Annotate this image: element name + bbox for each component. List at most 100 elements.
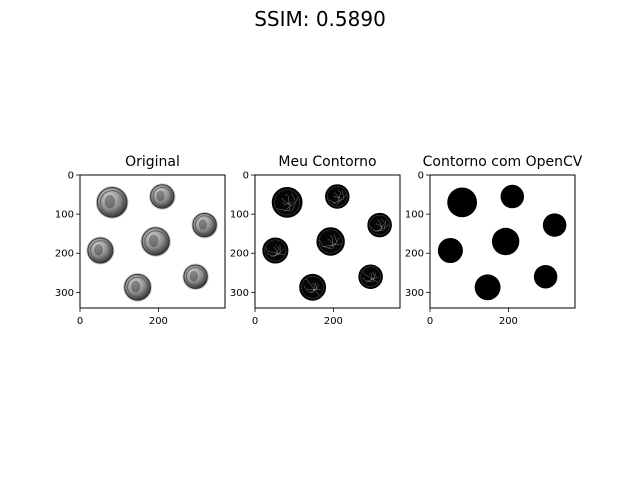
coin-mask (533, 264, 558, 289)
edge-ring (360, 266, 381, 287)
edge-stroke (306, 290, 313, 294)
coin-relief (148, 234, 159, 247)
coin-relief (94, 244, 103, 256)
edge-stroke (369, 225, 376, 232)
edge-stroke (327, 242, 337, 249)
coin-rim (195, 215, 215, 235)
y-ticks-contorno-opencv (426, 174, 430, 293)
edge-stroke (267, 252, 274, 258)
edge-stroke (313, 284, 315, 292)
edge-stroke (323, 243, 342, 247)
edge-ring (264, 239, 287, 262)
edge-stroke (332, 237, 340, 249)
x-tick-label: 0 (77, 316, 83, 327)
coin-relief (131, 280, 141, 293)
coin-edge (262, 237, 289, 264)
edge-stroke (376, 224, 390, 233)
coin-edge (325, 184, 350, 209)
coin-relief (104, 194, 116, 209)
edge-stroke (292, 196, 299, 211)
edge-stroke (362, 277, 366, 282)
edge-stroke (377, 220, 380, 222)
x-tick-label: 200 (149, 316, 168, 327)
panel-meu-contorno: Meu Contorno 0 200 0 100 200 300 (230, 154, 401, 327)
x-tick-label: 0 (427, 316, 433, 327)
edge-stroke (334, 192, 336, 194)
coin-rim (100, 190, 125, 215)
coin-relief (198, 219, 207, 230)
axes-frame-contorno-opencv (429, 174, 576, 309)
edge-stroke (267, 251, 285, 256)
edge-stroke (371, 271, 375, 277)
y-tick-label: 300 (55, 288, 74, 299)
edge-ring (274, 189, 300, 216)
panel-title-original: Original (125, 154, 180, 170)
coin-edge (367, 212, 392, 238)
coin-mask (491, 227, 520, 256)
coin-mask (437, 237, 463, 264)
panel-title-meu-contorno: Meu Contorno (278, 154, 376, 170)
y-tick-label: 200 (405, 249, 424, 260)
y-tick-label: 0 (68, 171, 74, 182)
edge-stroke (337, 194, 347, 205)
coin-rim (127, 276, 149, 298)
edge-stroke (376, 224, 383, 227)
edge-ring (369, 214, 390, 236)
edge-stroke (312, 284, 320, 294)
edge-stroke (383, 220, 387, 230)
edge-stroke (342, 190, 344, 199)
x-ticks-original (79, 308, 159, 312)
edge-stroke (273, 248, 284, 258)
y-ticks-meu-contorno (251, 174, 255, 293)
figure-suptitle: SSIM: 0.5890 (254, 7, 386, 31)
edge-stroke (322, 246, 332, 250)
coin-relief (189, 270, 198, 282)
edge-stroke (379, 220, 383, 230)
image-original (80, 175, 225, 308)
edge-stroke (271, 253, 280, 257)
edge-stroke (333, 195, 335, 198)
coin-rim (152, 186, 172, 207)
y-tick-label: 100 (55, 210, 74, 221)
edge-stroke (337, 192, 341, 204)
coin-mask (447, 187, 478, 218)
x-ticks-meu-contorno (254, 308, 334, 312)
coin-edge (316, 227, 345, 256)
edge-stroke (285, 194, 289, 196)
edge-ring (301, 276, 324, 299)
y-tick-label: 100 (405, 210, 424, 221)
x-tick-label: 0 (252, 316, 258, 327)
y-tick-label: 300 (405, 288, 424, 299)
edge-stroke (288, 195, 290, 211)
edge-stroke (327, 238, 329, 240)
edge-stroke (303, 285, 306, 289)
coin-mask (500, 184, 525, 209)
edge-stroke (282, 201, 285, 206)
x-ticks-contorno-opencv (429, 308, 509, 312)
edge-stroke (276, 208, 292, 212)
y-tick-label: 0 (243, 171, 249, 182)
panel-original: Original 0 200 0 100 200 300 (55, 154, 226, 327)
edge-ring (318, 229, 343, 254)
edge-stroke (328, 199, 337, 205)
edge-stroke (319, 240, 323, 246)
edge-stroke (335, 192, 341, 201)
edge-stroke (282, 199, 293, 207)
edge-ring (327, 186, 348, 207)
axes-frame-meu-contorno (254, 174, 401, 309)
edge-stroke (328, 238, 334, 245)
y-ticks-original (76, 174, 80, 293)
image-meu-contorno (255, 175, 400, 308)
edge-stroke (337, 189, 341, 193)
coin-relief (156, 190, 165, 202)
coin-rim (186, 267, 206, 287)
edge-stroke (307, 280, 320, 296)
x-tick-label: 200 (499, 316, 518, 327)
edge-stroke (329, 235, 333, 238)
edge-stroke (312, 283, 315, 286)
coin-rim (90, 240, 111, 261)
edge-stroke (363, 273, 379, 283)
coin-mask (474, 274, 501, 301)
y-tick-label: 200 (230, 249, 249, 260)
axes-frame-original (79, 174, 226, 309)
